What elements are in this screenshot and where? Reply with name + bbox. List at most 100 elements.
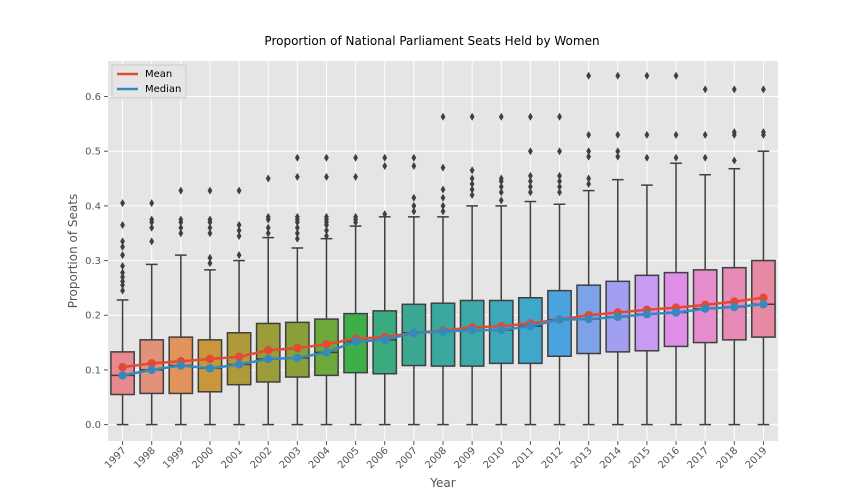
outlier-point <box>236 251 242 260</box>
outlier-point <box>120 251 125 260</box>
y-tick-label: 0.0 <box>85 420 101 431</box>
outlier-point <box>527 182 533 191</box>
outlier-point <box>207 223 213 232</box>
x-tick-label: 2016 <box>656 445 682 471</box>
outlier-point <box>353 172 359 181</box>
outlier-point <box>265 174 271 183</box>
x-tick-label: 2003 <box>278 445 304 471</box>
y-tick-label: 0.3 <box>85 256 101 267</box>
outlier-point <box>615 147 621 156</box>
outlier-point <box>265 229 271 238</box>
y-axis-label: Proportion of Seats <box>66 194 80 308</box>
outlier-point <box>294 223 300 232</box>
outlier-point <box>673 130 679 139</box>
outlier-point <box>557 147 562 156</box>
outlier-point <box>527 171 533 180</box>
series-point-mean <box>293 343 302 353</box>
outlier-point <box>120 277 125 286</box>
x-tick-label: 2014 <box>598 445 624 471</box>
outlier-point <box>120 199 125 208</box>
series-point-median <box>147 365 156 375</box>
outlier-point <box>557 112 562 121</box>
series-point-median <box>234 360 244 369</box>
x-tick-label: 2017 <box>686 445 712 471</box>
outlier-point <box>440 112 446 121</box>
x-tick-label: 2010 <box>482 445 508 471</box>
outlier-point <box>149 223 155 232</box>
outlier-point <box>702 130 708 139</box>
outlier-point <box>411 193 417 202</box>
outlier-point <box>120 268 125 277</box>
x-tick-label: 1997 <box>103 445 129 471</box>
outlier-point <box>731 128 737 137</box>
outlier-point <box>440 207 446 216</box>
outlier-point <box>324 212 329 221</box>
outlier-point <box>469 166 475 175</box>
series-point-median <box>176 361 186 370</box>
outlier-point <box>353 153 359 162</box>
outlier-point <box>207 259 213 268</box>
outlier-point <box>673 153 679 162</box>
series-point-median <box>759 300 768 309</box>
series-point-mean <box>118 362 127 372</box>
x-tick-label: 2004 <box>307 445 333 471</box>
x-tick-label: 2009 <box>452 445 478 471</box>
outlier-point <box>498 188 504 197</box>
series-point-median <box>613 312 622 322</box>
outlier-point <box>527 147 533 156</box>
outlier-point <box>382 153 388 162</box>
series-point-median <box>584 314 593 324</box>
series-point-mean <box>322 340 331 349</box>
series-point-mean <box>264 346 273 355</box>
outlier-point <box>382 210 388 219</box>
legend: Mean Median <box>111 64 187 99</box>
outlier-point <box>586 174 592 183</box>
outlier-point <box>469 180 475 189</box>
outlier-point <box>178 186 184 195</box>
x-tick-label: 2002 <box>249 445 275 471</box>
outlier-point <box>207 186 213 195</box>
series-point-median <box>555 315 564 324</box>
outlier-point <box>615 71 621 80</box>
outlier-point <box>294 212 300 221</box>
outlier-point <box>149 237 155 246</box>
series-point-mean <box>147 359 156 368</box>
series-point-median <box>409 328 419 337</box>
series-point-mean <box>234 352 244 361</box>
outlier-point <box>411 153 417 162</box>
outlier-point <box>498 112 504 121</box>
outlier-point <box>586 180 592 189</box>
outlier-point <box>761 85 766 94</box>
outlier-point <box>615 152 621 161</box>
outlier-point <box>702 85 708 94</box>
outlier-point <box>615 130 621 139</box>
outlier-point <box>586 130 592 139</box>
outlier-point <box>440 193 446 202</box>
x-tick-label: 1998 <box>132 445 158 471</box>
outlier-point <box>673 71 679 80</box>
outlier-point <box>440 201 446 210</box>
y-tick-label: 0.1 <box>85 365 101 376</box>
outlier-point <box>557 171 562 180</box>
outlier-point <box>120 272 125 281</box>
series-point-median <box>351 337 360 346</box>
outlier-point <box>731 156 737 165</box>
outlier-point <box>120 262 125 271</box>
series-point-median <box>497 325 506 335</box>
series-point-mean <box>759 293 768 302</box>
outlier-point <box>178 215 184 224</box>
outlier-point <box>586 152 592 161</box>
outlier-point <box>644 71 650 80</box>
box-iqr <box>517 296 543 365</box>
outlier-point <box>294 172 300 181</box>
outlier-point <box>411 207 417 216</box>
series-lines <box>118 293 768 380</box>
series-point-median <box>264 354 273 364</box>
series-point-median <box>118 371 127 380</box>
outlier-point <box>324 231 329 240</box>
series-point-median <box>322 348 331 357</box>
outlier-point <box>265 212 271 221</box>
outlier-point <box>527 177 533 186</box>
outlier-point <box>120 221 125 230</box>
